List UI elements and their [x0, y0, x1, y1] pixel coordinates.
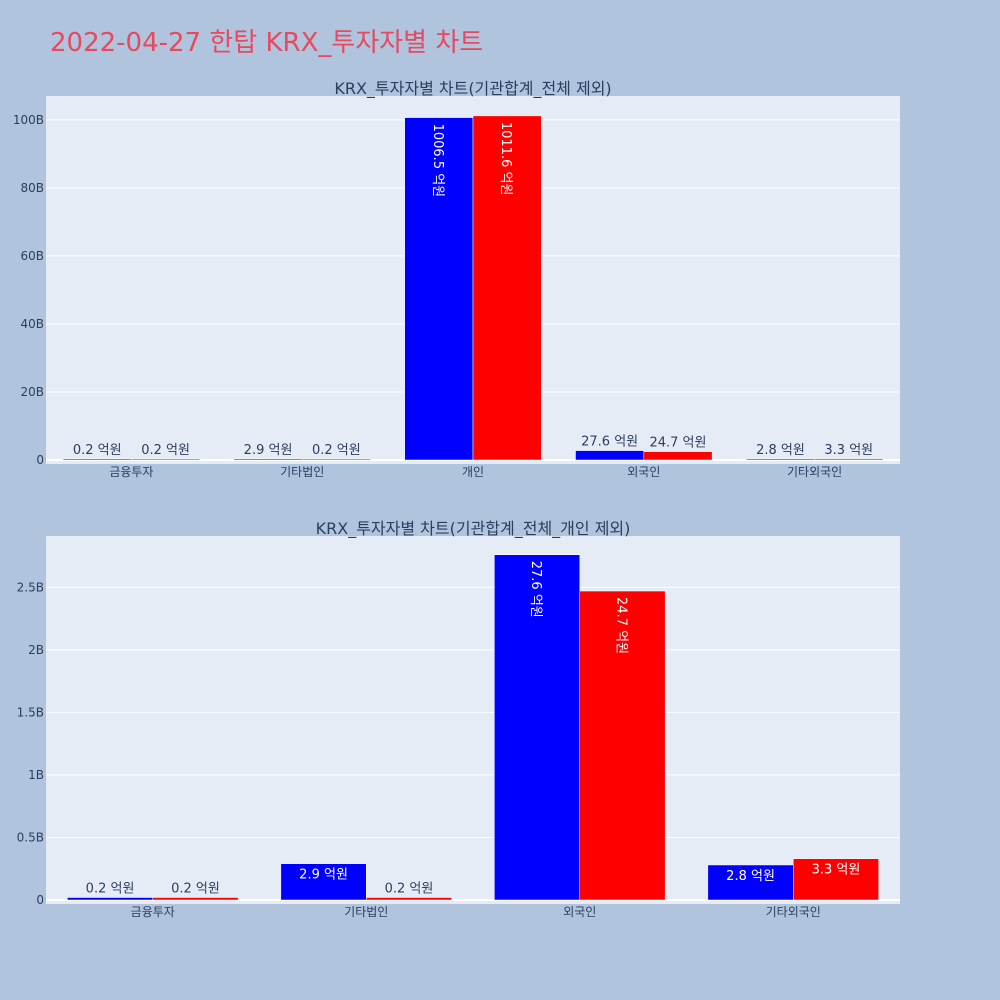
chart1-bar [404, 117, 474, 461]
chart2-x-tick-label: 외국인 [563, 905, 596, 919]
chart2-data-label: 3.3 억원 [812, 863, 861, 878]
chart1-data-label: 2.8 억원 [756, 443, 805, 458]
chart2-bar [793, 858, 879, 901]
chart2-plot-area [46, 536, 900, 904]
chart2-y-tick-label: 1B [28, 768, 44, 782]
chart2-y-tick-label: 1.5B [17, 705, 44, 719]
chart1-y-tick-label: 60B [20, 249, 44, 263]
chart1-data-label: 3.3 억원 [824, 443, 873, 458]
chart2-title: KRX_투자자별 차트(기관합계_전체_개인 제외) [316, 519, 631, 539]
chart1-bar [233, 458, 303, 461]
chart1-bar [472, 115, 542, 461]
chart2-bar [366, 897, 452, 901]
chart2-bar [152, 897, 239, 901]
chart2-y-tick-label: 0.5B [17, 830, 44, 844]
chart2-x-tick-label: 기타외국인 [766, 905, 821, 919]
chart2-x-tick-label: 금융투자 [131, 905, 175, 919]
page-title: 2022-04-27 한탑 KRX_투자자별 차트 [50, 28, 484, 58]
chart1-data-label: 24.7 억원 [649, 436, 706, 451]
chart1-x-tick-label: 외국인 [627, 465, 660, 479]
chart2-data-label: 2.9 억원 [299, 868, 348, 883]
chart1-title: KRX_투자자별 차트(기관합계_전체 제외) [334, 79, 611, 99]
chart2-data-label: 24.7 억원 [613, 597, 628, 654]
chart1-data-label: 0.2 억원 [141, 443, 190, 458]
chart1-y-tick-label: 80B [20, 181, 44, 195]
chart1-bar [746, 458, 815, 461]
chart1-bar [814, 458, 884, 461]
chart2-data-label: 0.2 억원 [385, 881, 434, 896]
chart1-y-tick-label: 100B [13, 113, 44, 127]
chart2-y-tick-label: 2B [28, 643, 44, 657]
chart2-bar [494, 554, 581, 901]
chart2-y-tick-label: 0 [36, 893, 44, 907]
chart1-bar [575, 450, 645, 461]
chart1-bar [62, 458, 132, 461]
chart1-y-tick-label: 0 [36, 453, 44, 467]
chart2-bar [280, 863, 367, 901]
chart2-data-label: 2.8 억원 [726, 869, 775, 884]
chart2-data-label: 0.2 억원 [86, 881, 135, 896]
chart1-y-tick-label: 20B [20, 385, 44, 399]
chart2-x-tick-label: 기타법인 [344, 905, 388, 919]
chart1-data-label: 0.2 억원 [312, 443, 361, 458]
chart1-bar [643, 451, 713, 461]
chart1-bar [131, 458, 200, 461]
chart1-x-tick-label: 기타법인 [280, 465, 324, 479]
chart2-data-label: 27.6 억원 [528, 561, 543, 618]
chart2-bar [579, 590, 666, 901]
chart-2: KRX_투자자별 차트(기관합계_전체_개인 제외) 0 0.5B 1B 1.5B 2B 2… [17, 519, 900, 919]
chart1-y-tick-label: 40B [20, 317, 44, 331]
chart2-bar [707, 864, 794, 901]
chart1-x-tick-label: 개인 [462, 465, 484, 479]
chart1-x-tick-label: 금융투자 [109, 465, 153, 479]
chart1-x-tick-label: 기타외국인 [787, 465, 842, 479]
chart2-data-label: 0.2 억원 [171, 881, 220, 896]
chart1-bar [301, 458, 371, 461]
chart2-bar [67, 897, 153, 901]
chart1-data-label: 2.9 억원 [244, 443, 293, 458]
chart2-y-tick-label: 2.5B [17, 580, 44, 594]
chart1-data-label: 1011.6 억원 [498, 122, 513, 196]
chart1-data-label: 1006.5 억원 [430, 124, 445, 198]
chart-1: KRX_투자자별 차트(기관합계_전체 제외) 0 20B 40B 60B 80B 100B… [13, 79, 900, 479]
chart1-data-label: 27.6 억원 [581, 435, 638, 450]
chart1-data-label: 0.2 억원 [73, 443, 122, 458]
